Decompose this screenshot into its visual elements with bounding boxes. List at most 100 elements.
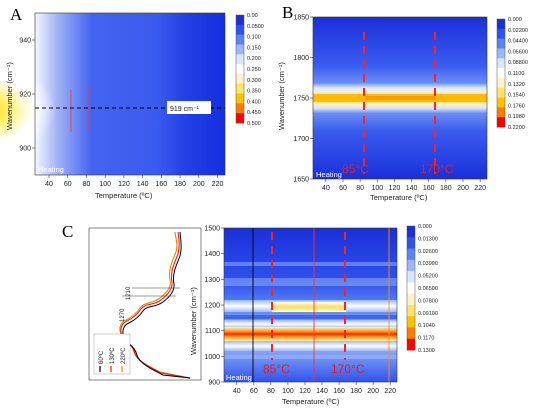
colorbar-swatch: [407, 327, 415, 340]
colorbar-label: 0.05200: [418, 274, 438, 280]
x-tick-label: 220: [384, 388, 396, 395]
colorbar-swatch: [407, 304, 415, 317]
panel-a-annotation: 919 cm⁻¹: [167, 101, 211, 114]
colorbar-label: 0.200: [247, 56, 261, 62]
colorbar-label: 0.100: [247, 35, 261, 41]
panel-a-colorbar: 0.00 0.0500 0.100 0.150 0.200 0.250 0.300 0.350…: [235, 13, 264, 127]
x-tick-label: 200: [367, 388, 379, 395]
colorbar-label: 0.00: [247, 13, 258, 19]
legend-130: 130ºC: [109, 347, 116, 364]
colorbar-swatch: [407, 248, 415, 261]
colorbar-label: 0.0500: [247, 24, 264, 30]
spectrum-legend: 60ºC 130ºC 220ºC: [93, 333, 131, 375]
colorbar-swatch: [407, 226, 415, 238]
y-tick-label: 1400: [204, 251, 220, 258]
colorbar-swatch: [407, 271, 415, 283]
panel-b-axes: 40 60 80 100 120 140 160 180 200 220 1650 1700 1750 1…: [293, 15, 486, 193]
panel-label-a: A: [10, 5, 23, 24]
spectrum-label-1210: 1210: [126, 286, 132, 300]
colorbar-label: 0.350: [247, 89, 261, 95]
y-tick-label: 1650: [293, 177, 309, 184]
colorbar-label: 0.000: [418, 224, 432, 230]
x-tick-label: 220: [212, 181, 224, 188]
colorbar-swatch: [497, 58, 505, 69]
x-tick-label: 160: [333, 388, 345, 395]
y-tick-label: 1200: [204, 303, 220, 310]
colorbar-swatch: [236, 24, 244, 36]
x-tick-label: 140: [406, 185, 418, 192]
y-tick-label: 900: [208, 380, 220, 387]
x-tick-label: 180: [440, 185, 452, 192]
annotation-919: 919 cm⁻¹: [170, 106, 200, 113]
colorbar-label: 0.500: [247, 121, 261, 127]
colorbar-label: 0.06600: [508, 49, 528, 55]
colorbar-label: 0.09100: [418, 311, 438, 317]
colorbar-label: 0.01300: [418, 236, 438, 242]
colorbar-label: 0.400: [247, 99, 261, 105]
colorbar-label: 0.1980: [508, 114, 525, 120]
x-tick-label: 140: [316, 388, 328, 395]
colorbar-label: 0.1540: [508, 93, 525, 99]
y-tick-label: 1800: [293, 55, 309, 62]
marker-label-85-b: 85°C: [342, 162, 369, 176]
y-tick-label: 1300: [204, 277, 220, 284]
x-tick-label: 120: [118, 181, 130, 188]
colorbar-label: 0.000: [508, 17, 522, 23]
x-tick-label: 220: [474, 185, 486, 192]
x-tick-label: 60: [64, 181, 72, 188]
colorbar-label: 0.1320: [508, 82, 525, 88]
colorbar-label: 0.02600: [418, 249, 438, 255]
panel-c-xlabel: Temperature (ºC): [282, 397, 340, 406]
x-tick-label: 100: [282, 388, 294, 395]
heating-label-a: Heating: [38, 165, 64, 174]
colorbar-swatch: [236, 103, 244, 114]
panel-b-heatmap: [313, 17, 487, 179]
panel-label-c: C: [62, 222, 73, 241]
colorbar-frame: [235, 14, 245, 124]
colorbar-swatch: [497, 117, 505, 128]
colorbar-swatch: [236, 73, 244, 85]
y-tick-label: 1100: [205, 328, 220, 335]
panel-c-colorbar: 0.000 0.01300 0.02600 0.03900 0.05200 0.06500…: [406, 224, 438, 354]
panel-c-heatmap: [224, 228, 397, 382]
colorbar-swatch: [407, 293, 415, 306]
y-tick-label: 1850: [293, 15, 309, 22]
legend-60: 60ºC: [98, 350, 105, 364]
colorbar-swatch: [236, 113, 244, 124]
colorbar-swatch: [236, 54, 244, 65]
colorbar-label: 0.250: [247, 67, 261, 73]
colorbar-label: 0.1100: [508, 71, 524, 77]
x-tick-label: 60: [250, 388, 258, 395]
panel-c-ylabel: Wavenumber (cm⁻¹): [189, 287, 198, 355]
colorbar-swatch: [236, 34, 244, 45]
colorbar-swatch: [236, 83, 244, 94]
colorbar-swatch: [497, 77, 505, 89]
marker-label-170-c: 170°C: [331, 362, 365, 376]
heating-label-c: Heating: [226, 373, 252, 382]
x-tick-label: 200: [457, 185, 469, 192]
x-tick-label: 100: [99, 181, 111, 188]
y-tick-label: 940: [19, 38, 31, 45]
colorbar-swatch: [407, 282, 415, 295]
panel-a-heatmap: [0, 13, 225, 175]
x-tick-label: 80: [83, 181, 91, 188]
colorbar-swatch: [497, 87, 505, 98]
panel-c-axes: 40 60 80 100 120 140 160 180 200 220 900 1000 1100 12…: [204, 226, 396, 396]
x-tick-label: 40: [233, 388, 241, 395]
colorbar-swatch: [497, 38, 505, 49]
panel-b-colorbar: 0.000 0.02200 0.04400 0.06600 0.08800 0.1100 0…: [496, 17, 528, 131]
colorbar-swatch: [497, 107, 505, 118]
colorbar-swatch: [497, 19, 505, 30]
colorbar-swatch: [497, 28, 505, 40]
x-tick-label: 200: [193, 181, 205, 188]
legend-220: 220ºC: [120, 347, 127, 364]
colorbar-label: 0.1040: [418, 323, 435, 329]
marker-label-170-b: 170°C: [420, 162, 454, 176]
colorbar-label: 0.02200: [508, 28, 528, 34]
panel-b-ylabel: Wavenumber (cm⁻¹): [277, 62, 286, 130]
x-tick-label: 60: [339, 185, 347, 192]
colorbar-swatch: [497, 97, 505, 108]
colorbar-frame: [496, 18, 506, 128]
x-tick-label: 180: [350, 388, 362, 395]
panel-a-axes: 40 60 80 100 120 140 160 180 200 220 900 920 940: [19, 38, 223, 189]
